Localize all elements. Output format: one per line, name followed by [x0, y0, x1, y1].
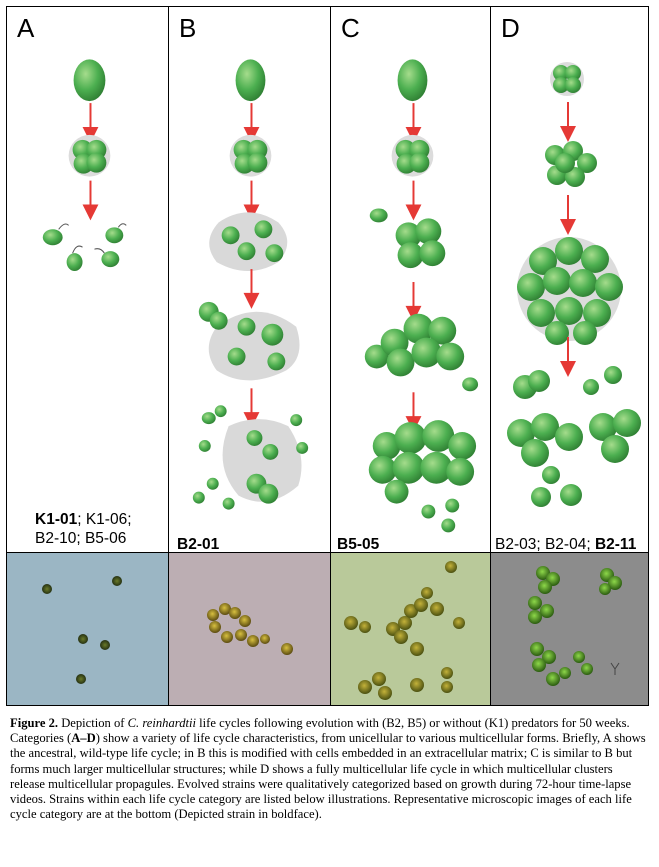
- panel-label: D: [501, 13, 520, 43]
- panel-b: B B2-01: [169, 7, 331, 553]
- micrograph-c-image: [344, 561, 465, 700]
- strain-list-b: B2-01: [177, 536, 220, 553]
- micrograph-b: [169, 552, 331, 705]
- life-cycle-illustration-b: [192, 59, 309, 510]
- micrograph-a-image: [42, 576, 122, 684]
- strain-list-a: K1-01; K1-06; B2-10; B5-06: [35, 511, 132, 547]
- micrograph-d: [491, 552, 648, 705]
- life-cycle-illustration-c: [364, 59, 479, 533]
- strain-list-c: B5-05: [337, 536, 380, 553]
- life-cycle-illustration-d: [507, 62, 641, 507]
- panel-a: A K1-01; K1-06; B2-10; B5-06: [7, 7, 169, 552]
- panel-d: D B2-03; B2-04; B2-11: [491, 7, 648, 553]
- panel-c: C B5-05: [331, 7, 491, 553]
- micrograph-b-image: [207, 603, 293, 655]
- micrograph-c: [331, 552, 491, 705]
- figure-caption: Figure 2. Depiction of C. reinhardtii li…: [10, 716, 646, 822]
- panel-label: A: [17, 13, 35, 43]
- micrograph-d-image: [528, 566, 622, 686]
- life-cycle-illustration-a: [42, 59, 127, 272]
- panel-label: C: [341, 13, 360, 43]
- figure-2: A K1-01; K1-06; B2-10; B5-06 B: [6, 6, 649, 706]
- panel-label: B: [179, 13, 197, 43]
- strain-list-d: B2-03; B2-04; B2-11: [495, 536, 637, 553]
- micrograph-a: [7, 552, 169, 705]
